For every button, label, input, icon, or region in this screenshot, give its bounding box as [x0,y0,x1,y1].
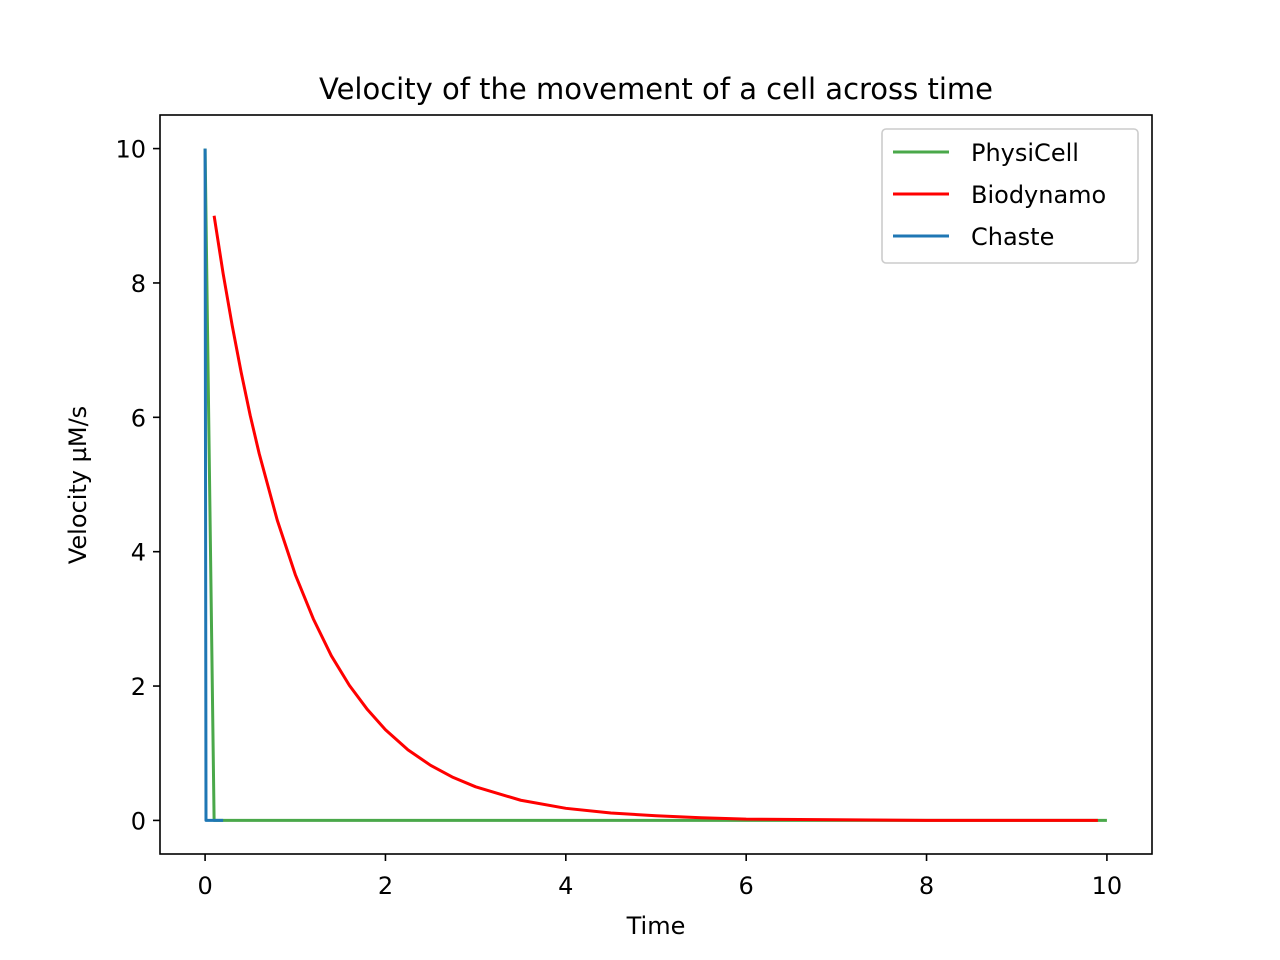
y-tick-label: 6 [131,404,146,432]
series-line-biodynamo [212,215,1098,822]
chart-title: Velocity of the movement of a cell acros… [319,72,993,106]
legend: PhysiCell Biodynamo Chaste [881,128,1139,264]
x-axis: 0 2 4 6 8 10 [197,854,1122,900]
x-tick-label: 0 [197,872,212,900]
y-tick-label: 2 [131,673,146,701]
y-tick-label: 10 [115,136,146,164]
x-tick-label: 2 [378,872,393,900]
x-tick-label: 10 [1092,872,1123,900]
x-axis-label: Time [626,912,686,940]
series-layer [203,148,1107,822]
y-axis: 0 2 4 6 8 10 [115,136,160,835]
y-tick-label: 4 [131,539,146,567]
legend-item: Biodynamo [893,181,1106,209]
y-axis-label: Velocity µM/s [64,406,92,564]
legend-box [881,128,1139,264]
legend-label: Chaste [971,223,1054,251]
plot-frame [159,114,1153,855]
y-tick-label: 0 [131,807,146,835]
x-tick-label: 8 [919,872,934,900]
legend-label: Biodynamo [971,181,1106,209]
series-line-chaste [203,148,224,822]
legend-item: Chaste [893,223,1054,251]
legend-label: PhysiCell [971,139,1079,167]
x-tick-label: 6 [739,872,754,900]
legend-item: PhysiCell [893,139,1079,167]
y-tick-label: 8 [131,270,146,298]
x-tick-label: 4 [558,872,573,900]
